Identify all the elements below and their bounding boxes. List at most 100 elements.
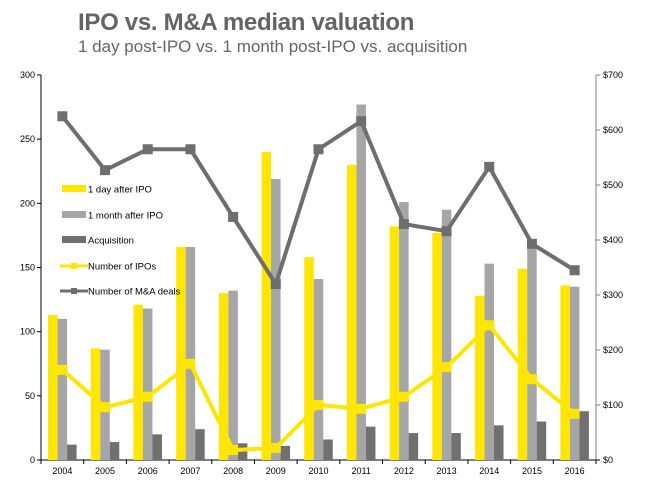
x-axis-tick-label: 2016 [565, 466, 585, 476]
marker-number-of-m-a-deals [228, 211, 239, 222]
bar-acquisition [408, 433, 419, 460]
bar-acquisition [579, 411, 589, 460]
legend: 1 day after IPO 1 month after IPO Acquisit… [60, 185, 181, 298]
marker-number-of-ipos [142, 391, 153, 402]
left-axis-tick-label: 250 [20, 134, 35, 144]
bar-acquisition [536, 421, 547, 460]
bar-1-day-after-ipo [389, 226, 400, 460]
bar-1-day-after-ipo [432, 232, 442, 460]
bar-1-day-after-ipo [218, 293, 229, 460]
bar-acquisition [195, 429, 205, 460]
left-axis-tick-label: 200 [20, 198, 35, 208]
marker-number-of-m-a-deals [441, 226, 452, 237]
axes: 0 50 100 150 200 250 300 $0 $100 $200 $300 $400 $500… [20, 70, 623, 476]
left-axis-tick-label: 150 [20, 263, 35, 273]
marker-number-of-ipos [100, 402, 111, 413]
marker-number-of-m-a-deals [356, 116, 367, 127]
right-axis-tick-label: $700 [603, 70, 623, 80]
marker-number-of-ipos [484, 320, 495, 331]
left-axis-tick-label: 100 [20, 327, 35, 337]
marker-number-of-ipos [185, 358, 196, 369]
right-axis-tick-label: $400 [603, 235, 623, 245]
x-axis-tick-label: 2015 [522, 466, 542, 476]
right-axis-tick-label: $600 [603, 125, 623, 135]
marker-number-of-m-a-deals [526, 238, 537, 249]
legend-label-number-of-m-a-deals: Number of M&A deals [88, 287, 181, 298]
bar-1-month-after-ipo [441, 209, 452, 460]
marker-number-of-ipos [57, 364, 68, 375]
legend-label-1-day-after-ipo: 1 day after IPO [88, 185, 152, 196]
bar-1-month-after-ipo [569, 286, 580, 460]
legend-marker-number-of-ipos [71, 263, 77, 269]
marker-number-of-ipos [441, 362, 452, 373]
x-axis-tick-label: 2006 [138, 466, 158, 476]
x-axis-tick-label: 2007 [180, 466, 200, 476]
bar-1-day-after-ipo [346, 164, 357, 461]
bar-1-day-after-ipo [176, 246, 186, 460]
bar-1-month-after-ipo [57, 318, 68, 460]
bar-acquisition [451, 433, 461, 460]
right-axis-tick-label: $200 [603, 345, 623, 355]
bar-1-month-after-ipo [313, 279, 324, 460]
bar-1-month-after-ipo [484, 263, 495, 460]
marker-number-of-ipos [398, 391, 409, 402]
x-axis-tick-label: 2008 [223, 466, 243, 476]
legend-label-number-of-ipos: Number of IPOs [88, 262, 156, 273]
marker-number-of-m-a-deals [142, 144, 153, 155]
x-axis-tick-label: 2010 [308, 466, 328, 476]
right-axis-tick-label: $0 [603, 455, 613, 465]
bar-1-month-after-ipo [185, 246, 196, 460]
left-axis-tick-label: 300 [20, 70, 35, 80]
bar-1-day-after-ipo [90, 348, 101, 460]
marker-number-of-m-a-deals [185, 144, 196, 155]
bar-1-day-after-ipo [261, 152, 272, 460]
bar-1-day-after-ipo [475, 295, 485, 460]
marker-number-of-m-a-deals [569, 265, 580, 276]
legend-swatch-acquisition [62, 236, 86, 243]
marker-number-of-m-a-deals [484, 161, 495, 172]
bar-1-month-after-ipo [399, 202, 409, 461]
bar-acquisition [152, 434, 162, 460]
x-axis-tick-label: 2012 [394, 466, 414, 476]
bar-1-day-after-ipo [48, 314, 58, 460]
bar-1-day-after-ipo [133, 304, 143, 460]
marker-number-of-m-a-deals [398, 219, 409, 230]
bar-acquisition [323, 439, 333, 460]
bar-acquisition [280, 445, 291, 460]
x-axis-tick-label: 2009 [266, 466, 286, 476]
marker-number-of-ipos [569, 408, 580, 419]
bar-acquisition [365, 426, 376, 460]
marker-number-of-ipos [228, 445, 239, 456]
marker-number-of-m-a-deals [313, 144, 324, 155]
left-axis-tick-label: 0 [30, 455, 35, 465]
lines [57, 111, 580, 456]
x-axis-tick-label: 2013 [437, 466, 457, 476]
bars [48, 104, 589, 461]
marker-number-of-m-a-deals [100, 165, 111, 176]
right-axis-tick-label: $300 [603, 290, 623, 300]
bar-acquisition [67, 444, 77, 460]
bar-1-month-after-ipo [142, 308, 153, 460]
x-axis-tick-label: 2011 [352, 466, 371, 476]
x-axis-tick-label: 2004 [52, 466, 72, 476]
line-number-of-m-a-deals [60, 115, 576, 286]
x-axis-tick-label: 2014 [479, 466, 499, 476]
bar-1-day-after-ipo [304, 257, 314, 460]
bar-acquisition [237, 443, 248, 460]
marker-number-of-m-a-deals [57, 111, 68, 122]
bar-1-month-after-ipo [271, 178, 281, 460]
legend-swatch-1-month-after-ipo [62, 211, 86, 218]
bar-acquisition [494, 425, 504, 460]
marker-number-of-ipos [356, 403, 367, 414]
x-axis-tick-label: 2005 [95, 466, 115, 476]
bar-1-month-after-ipo [527, 246, 537, 460]
chart-title: IPO vs. M&A median valuation [78, 9, 415, 36]
legend-label-1-month-after-ipo: 1 month after IPO [88, 211, 163, 222]
legend-label-acquisition: Acquisition [88, 236, 134, 247]
chart-subtitle: 1 day post-IPO vs. 1 month post-IPO vs. … [78, 37, 468, 56]
bar-1-month-after-ipo [356, 104, 366, 461]
bar-1-month-after-ipo [228, 290, 238, 460]
right-axis-tick-label: $100 [603, 400, 623, 410]
marker-number-of-ipos [313, 400, 324, 410]
